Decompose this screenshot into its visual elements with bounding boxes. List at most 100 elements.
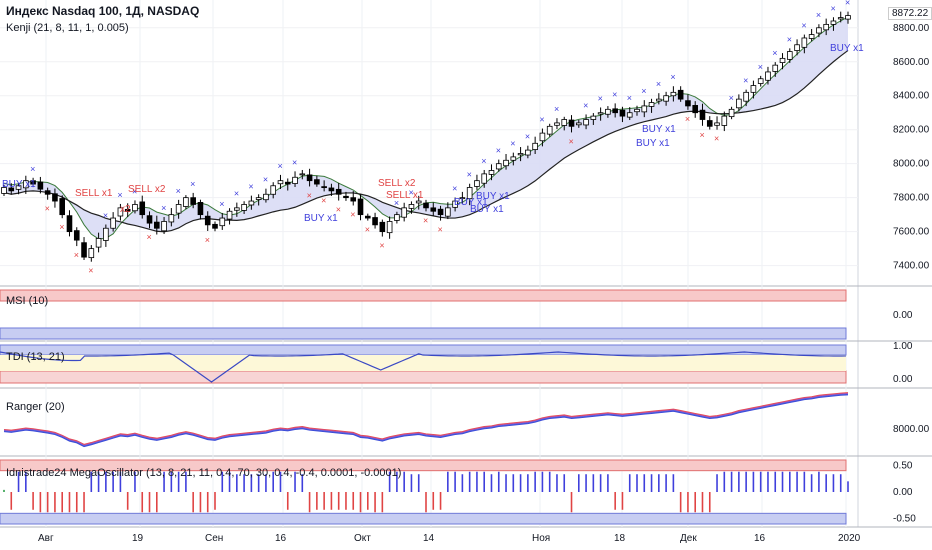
sell-marker: × <box>714 134 719 144</box>
buy-marker: × <box>103 211 108 221</box>
candle <box>226 210 233 220</box>
candle <box>656 98 662 102</box>
candle <box>779 57 786 64</box>
buy-marker: × <box>190 179 195 189</box>
panel-label-tdi: TDI (13, 21) <box>6 351 65 363</box>
sell-marker: × <box>147 232 152 242</box>
buy-marker: × <box>845 0 850 8</box>
kenji-cloud <box>4 17 848 239</box>
buy-marker: × <box>176 186 181 196</box>
candle <box>204 215 211 226</box>
y-axis-tick-label: 7600.00 <box>893 227 930 238</box>
candle <box>445 207 451 217</box>
candle <box>459 197 466 200</box>
x-axis-tick-label: 18 <box>614 533 626 544</box>
candle <box>568 119 575 127</box>
sell-signal-label: SELL x2 <box>378 178 416 189</box>
candle <box>197 202 204 216</box>
candle <box>786 51 793 60</box>
candle <box>161 221 167 232</box>
candle <box>794 44 800 51</box>
buy-marker: × <box>772 48 777 58</box>
x-axis-tick-label: 16 <box>754 533 766 544</box>
buy-marker: × <box>496 146 501 156</box>
x-axis-tick-label: Окт <box>354 533 371 544</box>
sell-marker: × <box>423 215 428 225</box>
candle <box>837 17 844 20</box>
sell-marker: × <box>205 235 210 245</box>
candle <box>372 217 378 226</box>
candle <box>1 187 7 194</box>
ranger-line <box>3 394 849 448</box>
candle <box>23 180 29 189</box>
chart-title: Индекс Nasdaq 100, 1Д, NASDAQ <box>6 4 200 18</box>
candle <box>343 195 349 199</box>
candle <box>816 27 822 34</box>
candle <box>714 122 720 126</box>
sell-marker: × <box>59 222 64 232</box>
candle <box>175 204 182 214</box>
y-axis-tick-label: 7800.00 <box>893 193 930 204</box>
x-axis-tick-label: Сен <box>205 533 223 544</box>
candle <box>590 115 597 120</box>
candle <box>212 223 218 229</box>
candle <box>554 122 560 126</box>
buy-marker: × <box>263 175 268 185</box>
candle <box>481 173 488 184</box>
candle <box>736 98 742 109</box>
candle <box>510 156 517 161</box>
candle <box>52 193 58 202</box>
candle <box>692 105 699 114</box>
candle <box>663 95 669 102</box>
y-axis-tick-label: 0.00 <box>893 487 913 498</box>
sell-marker: × <box>350 209 355 219</box>
candle <box>539 132 546 142</box>
candle <box>437 208 444 216</box>
y-axis-tick-label: 0.00 <box>893 374 913 385</box>
y-axis-tick-label: 8000.00 <box>893 159 930 170</box>
candle <box>124 208 131 212</box>
buy-signal-label: BUY x1 <box>642 124 676 135</box>
candle <box>408 204 415 209</box>
candle <box>699 109 706 120</box>
candle <box>757 78 764 84</box>
buy-marker: × <box>481 156 486 166</box>
buy-marker: × <box>641 86 646 96</box>
candle <box>772 64 779 72</box>
candle <box>219 217 226 227</box>
y-axis-tick-label: -0.50 <box>893 514 916 525</box>
sell-signal-label: SELL x1 <box>75 188 113 199</box>
candle <box>474 180 480 187</box>
y-axis-tick-label: 8200.00 <box>893 125 930 136</box>
buy-marker: × <box>510 139 515 149</box>
sell-marker: × <box>45 204 50 214</box>
candle <box>103 227 109 241</box>
x-axis-tick-label: Дек <box>680 533 697 544</box>
buy-marker: × <box>830 3 835 13</box>
candle <box>401 207 407 218</box>
buy-marker: × <box>656 79 661 89</box>
sell-signal-label: SELL x1 <box>386 190 424 201</box>
tdi-mid-band <box>0 355 846 371</box>
candle <box>248 200 255 206</box>
buy-marker: × <box>248 182 253 192</box>
msi-lower-band <box>0 327 847 340</box>
candle <box>670 91 677 97</box>
candle <box>88 248 95 259</box>
candle <box>765 71 771 81</box>
buy-marker: × <box>132 186 137 196</box>
sell-marker: × <box>438 225 443 235</box>
candle <box>845 15 851 20</box>
ranger-line <box>3 392 849 445</box>
buy-marker: × <box>467 170 472 180</box>
buy-marker: × <box>816 10 821 20</box>
buy-marker: × <box>219 199 224 209</box>
buy-marker: × <box>729 93 734 103</box>
buy-marker: × <box>525 132 530 142</box>
candle <box>503 159 509 167</box>
candle <box>488 170 495 175</box>
candle <box>394 214 400 221</box>
candle <box>314 179 320 185</box>
buy-signal-label: BUY x1 <box>2 179 36 190</box>
